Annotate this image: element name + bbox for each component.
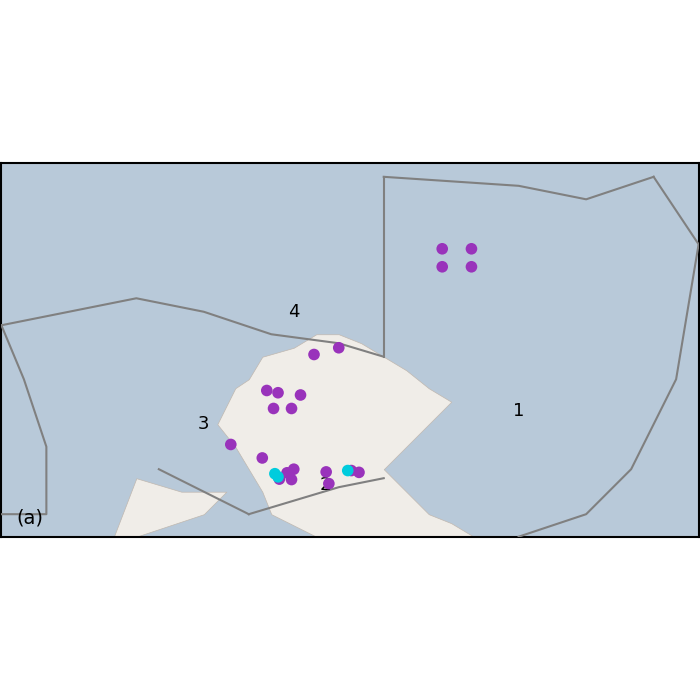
Point <box>272 471 284 482</box>
Point <box>257 452 268 463</box>
Point <box>321 466 332 477</box>
Text: (a): (a) <box>17 508 43 527</box>
Point <box>274 473 285 484</box>
Text: 2: 2 <box>319 476 331 494</box>
Point <box>466 243 477 254</box>
Point <box>323 478 335 489</box>
Point <box>286 474 297 485</box>
Text: 4: 4 <box>288 303 300 321</box>
Point <box>261 385 272 396</box>
Point <box>225 439 237 450</box>
Point <box>333 342 344 354</box>
Point <box>437 261 448 272</box>
Point <box>309 349 320 360</box>
Point <box>346 465 357 476</box>
Point <box>281 467 293 478</box>
Point <box>268 403 279 414</box>
Point <box>437 243 448 254</box>
Point <box>295 389 306 400</box>
Point <box>466 261 477 272</box>
Point <box>270 468 281 480</box>
Point <box>354 467 365 478</box>
Point <box>288 463 300 475</box>
Point <box>286 403 297 414</box>
Text: 3: 3 <box>198 415 209 433</box>
Point <box>272 387 284 398</box>
Point <box>342 465 354 476</box>
Text: 1: 1 <box>513 402 524 420</box>
